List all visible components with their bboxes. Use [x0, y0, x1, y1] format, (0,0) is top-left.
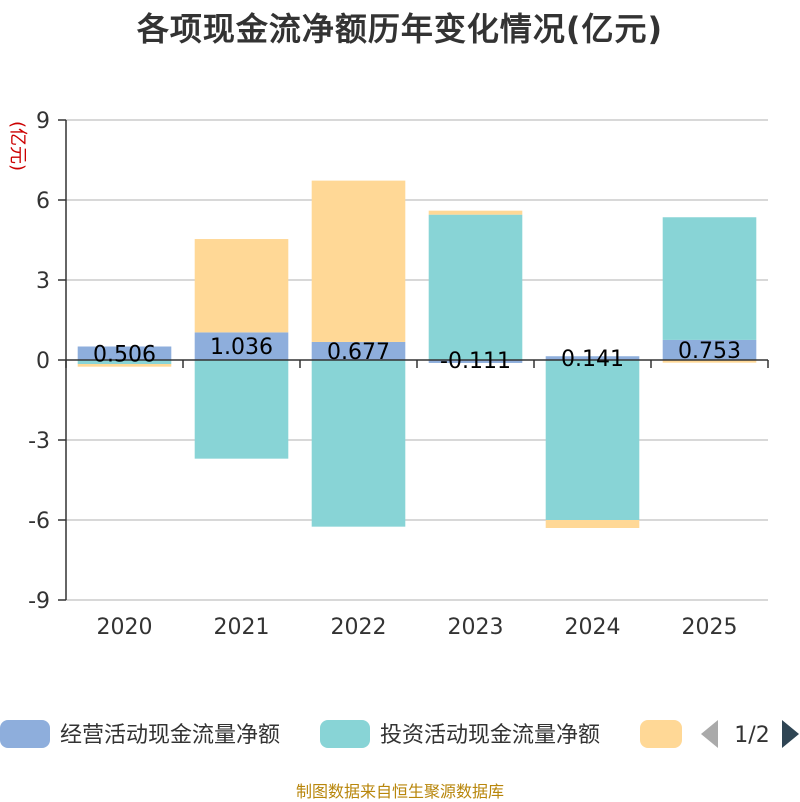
bar-2-2021[interactable] [194, 360, 289, 459]
y-tick-label: 9 [36, 109, 50, 134]
bar-3-2022[interactable] [311, 180, 406, 342]
bar-3-2020[interactable] [77, 364, 172, 367]
bar-2-2020[interactable] [77, 360, 172, 364]
legend-swatch [0, 720, 50, 748]
bar-2-2022[interactable] [311, 360, 406, 527]
legend: 经营活动现金流量净额 投资活动现金流量净额 1/2 [0, 720, 799, 748]
bar-3-2023[interactable] [428, 210, 523, 215]
y-tick-label: -3 [28, 429, 50, 454]
legend-item-3[interactable] [640, 720, 682, 748]
triangle-left-icon[interactable] [701, 720, 718, 748]
y-axis-unit: (亿元) [7, 121, 28, 171]
axes: 9 6 3 0 -3 -6 -9 (亿元) 2020 2021 2022 2023 2024 2025 [7, 109, 769, 640]
y-tick-label: 0 [36, 349, 50, 374]
bar-1-2020[interactable] [77, 346, 172, 360]
bar-2-2025[interactable] [662, 217, 757, 340]
data-labels: 0.506 1.036 0.677 -0.111 0.141 0.753 [93, 335, 741, 374]
data-label: -0.111 [440, 349, 511, 374]
data-label: 0.141 [561, 347, 624, 372]
y-tick-label: -6 [28, 509, 50, 534]
x-tick-label: 2023 [448, 615, 504, 640]
y-tick-label: 3 [36, 269, 50, 294]
data-label: 1.036 [210, 335, 273, 360]
legend-item-1[interactable]: 经营活动现金流量净额 [0, 720, 280, 748]
legend-label: 投资活动现金流量净额 [380, 723, 600, 748]
x-tick-label: 2025 [682, 615, 738, 640]
bar-2-2023[interactable] [428, 214, 523, 360]
bar-1-2022[interactable] [311, 341, 406, 360]
bar-1-2024[interactable] [545, 356, 640, 360]
legend-item-2[interactable]: 投资活动现金流量净额 [320, 720, 600, 748]
x-tick-label: 2020 [97, 615, 153, 640]
bar-3-2021[interactable] [194, 239, 289, 333]
legend-swatch [640, 720, 682, 748]
bar-2-2024[interactable] [545, 360, 640, 520]
bar-3-2025[interactable] [662, 360, 757, 363]
data-label: 0.753 [678, 339, 741, 364]
x-tick-label: 2022 [331, 615, 387, 640]
y-tick-label: -9 [28, 589, 50, 614]
bars [77, 180, 757, 528]
bar-3-2024[interactable] [545, 520, 640, 528]
bar-1-2025[interactable] [662, 339, 757, 360]
x-tick-label: 2024 [565, 615, 621, 640]
data-label: 0.677 [327, 340, 390, 365]
bar-1-2021[interactable] [194, 332, 289, 360]
source-note: 制图数据来自恒生聚源数据库 [295, 782, 504, 801]
y-tick-label: 6 [36, 189, 50, 214]
legend-label: 经营活动现金流量净额 [60, 723, 280, 748]
chart-title: 各项现金流净额历年变化情况(亿元) [136, 10, 664, 48]
legend-pager-text: 1/2 [734, 723, 769, 748]
bar-1-2023[interactable] [428, 360, 523, 363]
x-tick-label: 2021 [214, 615, 270, 640]
triangle-right-icon[interactable] [782, 720, 799, 748]
grid [66, 119, 768, 601]
legend-swatch [320, 720, 370, 748]
data-label: 0.506 [93, 342, 156, 367]
